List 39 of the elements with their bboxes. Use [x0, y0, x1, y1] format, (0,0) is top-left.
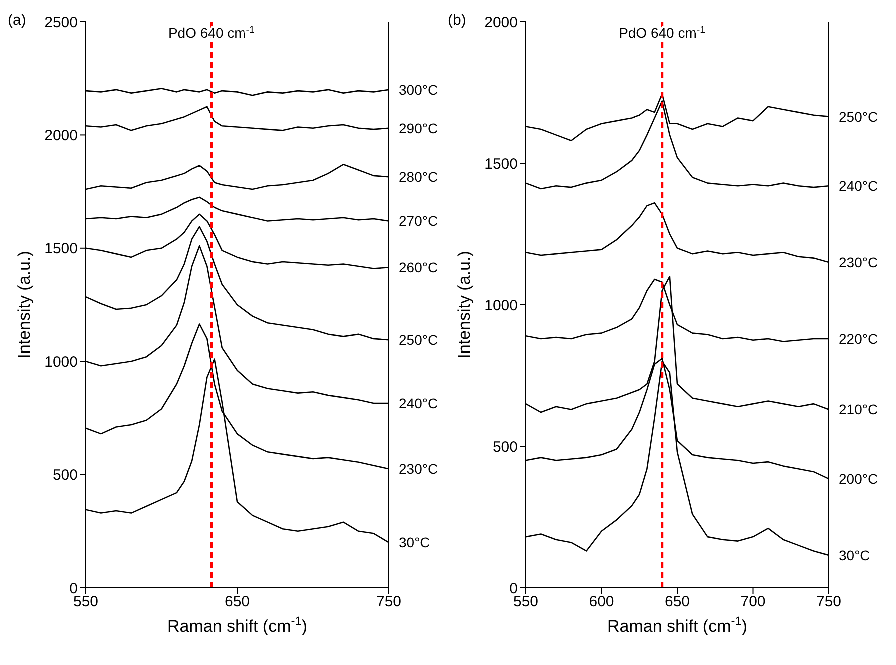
y-axis-title: Intensity (a.u.): [455, 251, 474, 359]
series-label: 240°C: [839, 178, 878, 194]
y-tick-label: 1000: [484, 297, 518, 314]
series-label: 30°C: [839, 547, 870, 564]
y-tick-label: 2000: [44, 128, 78, 145]
x-tick-label: 750: [376, 594, 402, 611]
series-label: 280°C: [399, 169, 438, 186]
series-label: 30°C: [399, 534, 430, 551]
x-axis-title: Raman shift (cm$^{-1}$): [168, 614, 308, 636]
series-label: 210°C: [839, 402, 878, 418]
y-tick-label: 500: [52, 467, 78, 484]
series-label: 270°C: [399, 213, 438, 230]
y-tick-label: 1500: [484, 156, 518, 173]
series-label: 200°C: [839, 471, 878, 488]
series-label: 220°C: [839, 330, 878, 347]
x-tick-label: 700: [740, 594, 766, 611]
series-label: 230°C: [399, 461, 438, 478]
ref-line-label: PdO 640 cm$^{-1}$: [619, 24, 706, 41]
series-label: 250°C: [399, 332, 438, 348]
series-label: 300°C: [399, 82, 438, 98]
x-axis-title: Raman shift (cm$^{-1}$): [608, 614, 748, 636]
chart-title: (b): [448, 12, 466, 29]
y-axis-title: Intensity (a.u.): [15, 251, 34, 359]
series-label: 240°C: [399, 395, 438, 412]
y-tick-label: 2500: [44, 14, 78, 32]
series-label: 230°C: [839, 254, 878, 271]
chart-title: (a): [8, 12, 26, 29]
x-tick-label: 600: [589, 594, 614, 611]
ref-line-label: PdO 640 cm$^{-1}$: [168, 24, 256, 41]
y-tick-label: 500: [492, 438, 518, 456]
series-label: 250°C: [839, 108, 878, 125]
x-tick-label: 650: [664, 594, 690, 611]
series-label: 290°C: [399, 120, 438, 136]
y-tick-label: 1500: [44, 240, 78, 258]
x-tick-label: 750: [816, 594, 842, 611]
y-tick-label: 1000: [44, 354, 78, 371]
series-label: 260°C: [399, 260, 438, 276]
y-tick-label: 2000: [484, 14, 518, 32]
x-tick-label: 650: [224, 594, 250, 611]
